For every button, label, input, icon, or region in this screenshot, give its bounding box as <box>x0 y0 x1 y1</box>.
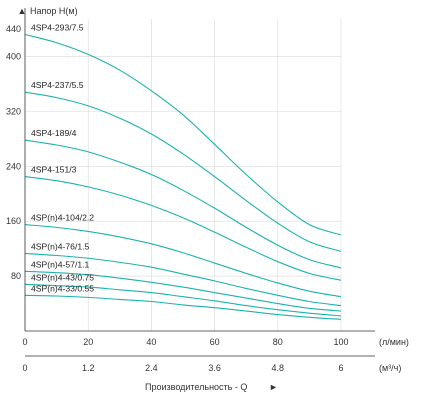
x-tick-label: 100 <box>333 337 348 347</box>
series-label: 4SP(n)4-57/1.1 <box>31 259 90 269</box>
series-line-5 <box>24 224 342 298</box>
series-label: 4SP(n)4-43/0.75 <box>31 272 94 282</box>
x-tick-label: 40 <box>146 337 156 347</box>
x-tick-label: 80 <box>273 337 283 347</box>
series-line-7 <box>24 270 342 312</box>
x-tick-label: 60 <box>210 337 220 347</box>
y-axis-title: Напор H(м) <box>30 6 78 16</box>
series-line-8 <box>24 283 342 317</box>
y-tick-label: 440 <box>6 24 21 34</box>
tick-labels: 0 0 20 1.2 40 2.4 60 3.6 80 4.8 100 6 80 160 240 320 400… <box>6 24 349 373</box>
series-line-6 <box>24 252 342 307</box>
series-line-1 <box>24 33 342 236</box>
x-tick-label: 0 <box>22 337 27 347</box>
y-tick-label: 400 <box>6 51 21 61</box>
series-line-3 <box>24 139 342 269</box>
bottom-axis-title: Производительность - Q <box>145 382 247 392</box>
series-label: 4SP(n)4-104/2.2 <box>31 213 94 223</box>
y-axis-arrow: ▲ <box>18 6 27 16</box>
x2-axis-title: (м³/ч) <box>379 363 401 373</box>
series-label: 4SP4-293/7.5 <box>31 22 84 32</box>
series-label: 4SP4-237/5.5 <box>31 80 84 90</box>
x2-tick-label: 6 <box>338 363 343 373</box>
bottom-axis-arrow: ► <box>269 382 278 392</box>
series-label: 4SP4-151/3 <box>31 165 77 175</box>
y-tick-label: 80 <box>11 271 21 281</box>
curves <box>24 33 342 320</box>
y-tick-label: 240 <box>6 161 21 171</box>
axes <box>24 8 375 357</box>
x2-tick-label: 2.4 <box>145 363 158 373</box>
y-tick-label: 160 <box>6 216 21 226</box>
series-line-9 <box>24 294 342 320</box>
curve-labels: 4SP4-293/7.5 4SP4-237/5.5 4SP4-189/4 4SP4-1… <box>31 22 94 293</box>
x2-tick-label: 3.6 <box>208 363 221 373</box>
x2-tick-label: 1.2 <box>82 363 95 373</box>
grid <box>25 19 342 331</box>
series-label: 4SP(n)4-76/1.5 <box>31 241 90 251</box>
series-label: 4SP4-189/4 <box>31 128 77 138</box>
x-axis-title: (л/мин) <box>379 337 409 347</box>
y-tick-label: 320 <box>6 106 21 116</box>
series-label: 4SP(n)4-33/0.55 <box>31 283 94 293</box>
x2-tick-label: 0 <box>22 363 27 373</box>
series-line-4 <box>24 176 342 281</box>
series-line-2 <box>24 91 342 252</box>
x2-tick-label: 4.8 <box>272 363 285 373</box>
x-tick-label: 20 <box>83 337 93 347</box>
